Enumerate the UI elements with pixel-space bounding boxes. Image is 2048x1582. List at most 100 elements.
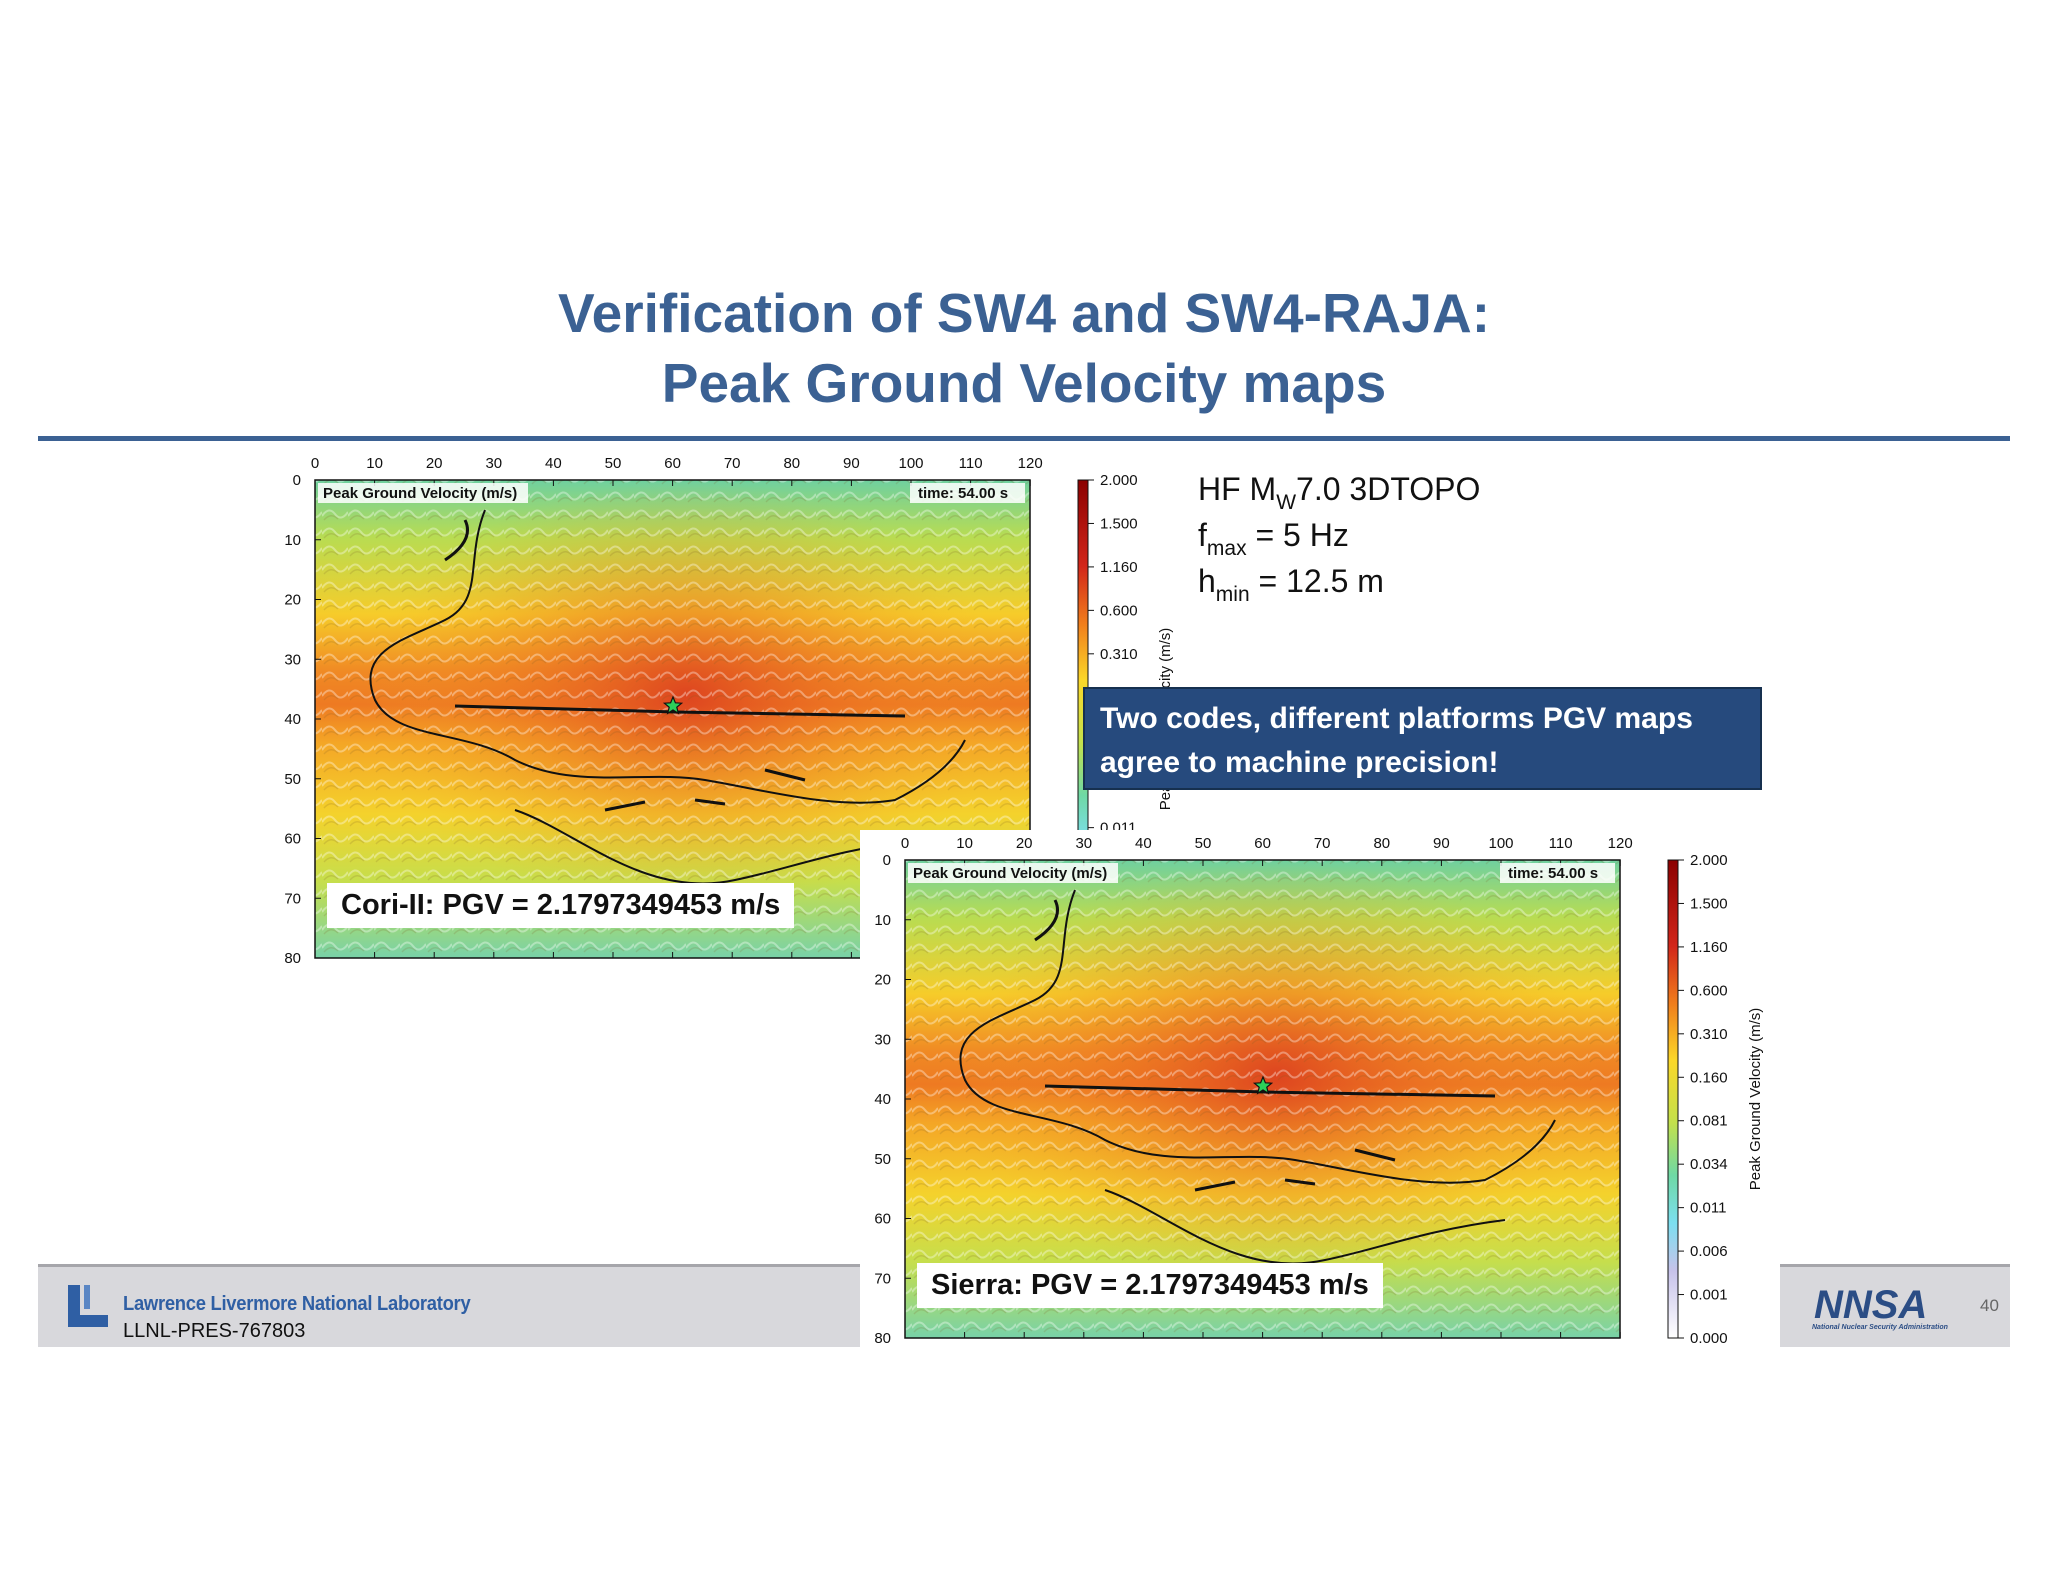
page-number: 40 bbox=[1980, 1296, 1999, 1315]
x-tick-label: 20 bbox=[1016, 835, 1033, 852]
x-tick-label: 90 bbox=[843, 455, 860, 472]
colorbar-tick-label: 2.000 bbox=[1100, 472, 1138, 489]
pgv-result-label: Sierra: PGV = 2.1797349453 m/s bbox=[917, 1263, 1383, 1308]
y-tick-label: 70 bbox=[284, 890, 301, 907]
coastline bbox=[369, 509, 966, 804]
panel-title-bg bbox=[908, 863, 1118, 883]
result-callout: Two codes, different platforms PGV maps … bbox=[1083, 687, 1762, 790]
x-tick-label: 0 bbox=[901, 835, 909, 852]
colorbar-tick-label: 0.034 bbox=[1690, 1156, 1728, 1173]
x-tick-label: 80 bbox=[1373, 835, 1390, 852]
colorbar-tick-label: 0.001 bbox=[1690, 1287, 1728, 1304]
y-tick-label: 30 bbox=[284, 651, 301, 668]
y-tick-label: 60 bbox=[874, 1211, 891, 1228]
title-divider bbox=[38, 436, 2010, 441]
colorbar-tick-label: 0.310 bbox=[1100, 646, 1138, 663]
coastline bbox=[959, 889, 1556, 1184]
colorbar-tick-label: 1.160 bbox=[1690, 939, 1728, 956]
slide-title-line1: Verification of SW4 and SW4-RAJA: bbox=[557, 282, 1491, 344]
x-tick-label: 70 bbox=[1314, 835, 1331, 852]
y-tick-label: 10 bbox=[284, 532, 301, 549]
shoreline-fragments bbox=[1034, 899, 1396, 1192]
x-tick-label: 60 bbox=[664, 455, 681, 472]
y-tick-label: 0 bbox=[883, 852, 891, 869]
colorbar-tick-label: 0.000 bbox=[1690, 1330, 1728, 1347]
colorbar-tick-label: 0.006 bbox=[1690, 1243, 1728, 1260]
colorbar-label: Peak Ground Velocity (m/s) bbox=[1747, 1008, 1764, 1191]
slide-title: Verification of SW4 and SW4-RAJA: Peak G… bbox=[0, 278, 2048, 418]
x-tick-label: 120 bbox=[1018, 455, 1043, 472]
time-label-bg bbox=[1500, 863, 1615, 883]
callout-line2: agree to machine precision! bbox=[1100, 746, 1499, 779]
pgv-result-label: Cori-II: PGV = 2.1797349453 m/s bbox=[327, 883, 795, 928]
colorbar-tick-label: 1.500 bbox=[1690, 895, 1728, 912]
colorbar-tick-label: 1.160 bbox=[1100, 559, 1138, 576]
x-tick-label: 50 bbox=[605, 455, 622, 472]
x-tick-label: 30 bbox=[485, 455, 502, 472]
callout-line1: Two codes, different platforms PGV maps bbox=[1100, 702, 1693, 735]
coastline-south bbox=[514, 809, 916, 885]
simulation-parameters: HF MW7.0 3DTOPO fmax = 5 Hz hmin = 12.5 … bbox=[1198, 466, 1481, 606]
colorbar-tick-label: 0.310 bbox=[1690, 1026, 1728, 1043]
lab-name: Lawrence Livermore National Laboratory bbox=[123, 1293, 471, 1315]
panel-title: Peak Ground Velocity (m/s) bbox=[913, 865, 1107, 882]
x-tick-label: 100 bbox=[898, 455, 923, 472]
nnsa-subtitle: National Nuclear Security Administration bbox=[1812, 1324, 1948, 1331]
epicenter-star-icon bbox=[1252, 1075, 1274, 1095]
y-tick-label: 80 bbox=[284, 950, 301, 967]
colorbar-tick-label: 0.600 bbox=[1690, 982, 1728, 999]
x-tick-label: 40 bbox=[1135, 835, 1152, 852]
colorbar-tick-label: 1.500 bbox=[1100, 515, 1138, 532]
fault-trace bbox=[454, 704, 906, 718]
x-tick-label: 90 bbox=[1433, 835, 1450, 852]
x-tick-label: 30 bbox=[1075, 835, 1092, 852]
x-tick-label: 20 bbox=[426, 455, 443, 472]
x-tick-label: 80 bbox=[783, 455, 800, 472]
x-tick-label: 50 bbox=[1195, 835, 1212, 852]
y-tick-label: 20 bbox=[874, 972, 891, 989]
fault-trace bbox=[1044, 1084, 1496, 1098]
panel-title: Peak Ground Velocity (m/s) bbox=[323, 485, 517, 502]
time-label: time: 54.00 s bbox=[1508, 865, 1598, 882]
x-tick-label: 110 bbox=[959, 455, 983, 472]
x-tick-label: 120 bbox=[1608, 835, 1633, 852]
nnsa-logo-text: NNSA bbox=[1814, 1284, 1927, 1324]
y-tick-label: 40 bbox=[284, 711, 301, 728]
slide-title-line2: Peak Ground Velocity maps bbox=[661, 352, 1387, 414]
map-figure: 0 10 20 30 40 50 60 70 80 90 100 110 120 0 10 20 30 40 50 6… bbox=[874, 835, 1764, 1347]
y-tick-label: 50 bbox=[874, 1151, 891, 1168]
y-tick-label: 60 bbox=[284, 831, 301, 848]
time-label: time: 54.00 s bbox=[918, 485, 1008, 502]
y-tick-label: 0 bbox=[293, 472, 301, 489]
y-tick-label: 40 bbox=[874, 1091, 891, 1108]
y-tick-label: 30 bbox=[874, 1031, 891, 1048]
coastline-south bbox=[1104, 1189, 1506, 1265]
terrain-relief bbox=[905, 860, 1620, 1338]
colorbar-tick-label: 0.011 bbox=[1690, 1200, 1726, 1217]
epicenter-star-icon bbox=[662, 695, 684, 715]
colorbar-tick-label: 0.600 bbox=[1100, 602, 1138, 619]
colorbar-tick-label: 2.000 bbox=[1690, 852, 1728, 869]
y-tick-label: 80 bbox=[874, 1330, 891, 1347]
document-id: LLNL-PRES-767803 bbox=[123, 1320, 306, 1342]
x-tick-label: 40 bbox=[545, 455, 562, 472]
x-tick-label: 110 bbox=[1549, 835, 1573, 852]
x-tick-label: 100 bbox=[1488, 835, 1513, 852]
param-hmin: hmin = 12.5 m bbox=[1198, 563, 1384, 606]
x-tick-label: 10 bbox=[366, 455, 383, 472]
llnl-logo-icon bbox=[68, 1285, 108, 1327]
x-tick-label: 10 bbox=[956, 835, 973, 852]
shoreline-fragments bbox=[444, 519, 806, 812]
y-tick-label: 20 bbox=[284, 592, 301, 609]
y-tick-label: 50 bbox=[284, 771, 301, 788]
param-magnitude: HF MW7.0 3DTOPO bbox=[1198, 471, 1481, 514]
nnsa-logo-icon: NNSA bbox=[1814, 1284, 1927, 1324]
x-tick-label: 0 bbox=[311, 455, 319, 472]
panel-title-bg bbox=[318, 483, 528, 503]
colorbar-tick-label: 0.160 bbox=[1690, 1069, 1728, 1086]
pgv-map-sierra: 0 10 20 30 40 50 60 70 80 90 100 110 120 0 10 20 30 40 50 6… bbox=[860, 830, 1780, 1350]
colorbar bbox=[1667, 859, 1679, 1339]
x-tick-label: 70 bbox=[724, 455, 741, 472]
y-tick-label: 70 bbox=[874, 1270, 891, 1287]
time-label-bg bbox=[910, 483, 1025, 503]
